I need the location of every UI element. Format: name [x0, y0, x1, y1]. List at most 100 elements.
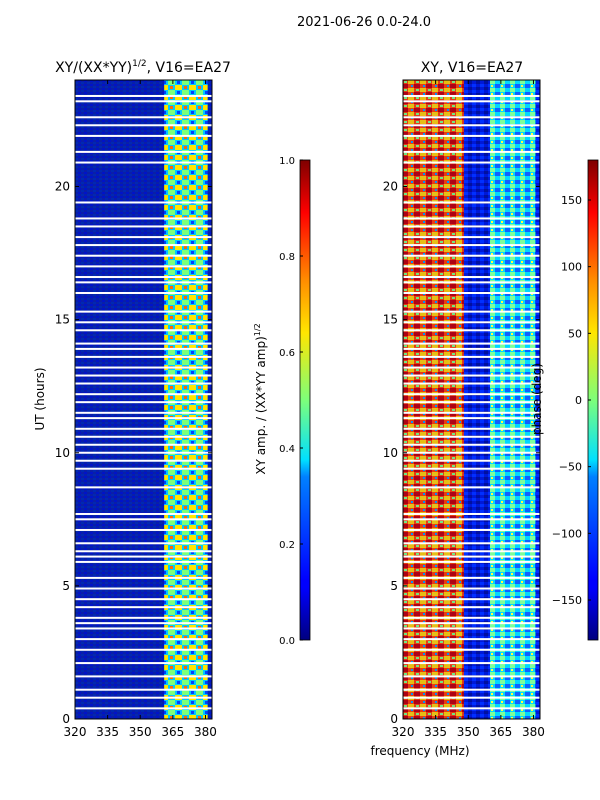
left-flagged-row [75, 417, 212, 420]
left-flagged-row [75, 467, 212, 470]
right-colorbar-tick-label: −100 [552, 527, 582, 540]
left-flagged-rows [75, 94, 212, 710]
left-flagged-row [75, 236, 212, 239]
right-colorbar-tick-label: 0 [575, 394, 582, 407]
right-x-tick-label: 365 [489, 725, 512, 739]
right-flagged-row [403, 329, 540, 332]
left-flagged-row [75, 342, 212, 345]
left-y-axis-label: UT (hours) [33, 367, 47, 430]
right-y-tick-label: 20 [383, 180, 398, 194]
figure-suptitle: 2021-06-26 0.0-24.0 [297, 15, 431, 30]
right-flagged-row [403, 512, 540, 515]
right-flagged-row [403, 486, 540, 489]
left-flagged-row [75, 217, 212, 220]
left-flagged-row [75, 622, 212, 625]
right-y-tick-label: 10 [383, 446, 398, 460]
right-flagged-row [403, 116, 540, 119]
right-colorbar-tick-label: −150 [552, 594, 582, 607]
right-flagged-row [403, 622, 540, 625]
right-flagged-row [403, 576, 540, 579]
right-x-tick-label: 350 [457, 725, 480, 739]
right-flagged-row [403, 555, 540, 558]
left-flagged-row [75, 124, 212, 127]
left-panel: XY/(XX*YY)1/2, V16=EA27 320 335 350 365 380 … [33, 59, 231, 739]
right-flagged-row [403, 254, 540, 257]
left-flagged-row [75, 512, 212, 515]
left-flagged-row [75, 244, 212, 247]
left-flagged-row [75, 276, 212, 279]
right-flagged-row [403, 150, 540, 153]
right-flagged-row [403, 411, 540, 414]
right-heatmap-band-high [489, 80, 536, 719]
right-y-tick-label: 0 [390, 712, 398, 726]
left-flagged-row [75, 459, 212, 462]
right-flagged-row [403, 292, 540, 294]
left-colorbar: 0.0 0.2 0.4 0.6 0.8 1.0 XY amp. / (XX*YY amp)… [253, 156, 311, 647]
left-flagged-row [75, 542, 212, 545]
left-flagged-row [75, 451, 212, 454]
right-colorbar-tick-label: −50 [559, 461, 582, 474]
right-y-tick-label: 5 [390, 579, 398, 593]
left-flagged-row [75, 321, 212, 324]
left-colorbar-tick-label: 0.8 [279, 252, 295, 263]
right-x-tick-label: 380 [522, 725, 545, 739]
left-flagged-row [75, 587, 212, 590]
left-flagged-row [75, 94, 212, 97]
right-flagged-row [403, 528, 540, 531]
left-panel-title: XY/(XX*YY)1/2, V16=EA27 [55, 59, 231, 76]
right-flagged-row [403, 550, 540, 553]
right-flagged-row [403, 401, 540, 404]
right-flagged-row [403, 417, 540, 420]
left-colorbar-gradient [299, 159, 311, 641]
left-flagged-row [75, 310, 212, 313]
right-flagged-row [403, 696, 540, 699]
right-flagged-row [403, 662, 540, 665]
left-flagged-row [75, 560, 212, 563]
left-flagged-row [75, 427, 212, 430]
left-flagged-row [75, 134, 212, 137]
right-heatmap-frame [402, 79, 541, 720]
right-colorbar-tick-label: 100 [561, 261, 582, 274]
right-flagged-row [403, 467, 540, 470]
left-flagged-row [75, 435, 212, 438]
right-flagged-row [403, 443, 540, 446]
left-flagged-row [75, 662, 212, 665]
right-flagged-row [403, 606, 540, 609]
left-flagged-row [75, 576, 212, 579]
left-flagged-row [75, 411, 212, 414]
right-flagged-row [403, 393, 540, 396]
left-x-tick-label: 335 [96, 725, 119, 739]
left-flagged-row [75, 161, 212, 164]
left-flagged-row [75, 443, 212, 446]
left-flagged-row [75, 638, 212, 641]
right-flagged-row [403, 707, 540, 710]
left-colorbar-ticks: 0.0 0.2 0.4 0.6 0.8 1.0 [279, 156, 303, 647]
right-flagged-row [403, 598, 540, 601]
left-flagged-row [75, 648, 212, 651]
left-flagged-row [75, 292, 212, 294]
right-colorbar-tick-label: 50 [568, 327, 582, 340]
right-flagged-row [403, 100, 540, 103]
right-flagged-row [403, 374, 540, 377]
left-y-tick-label: 5 [62, 579, 70, 593]
right-flagged-row [403, 321, 540, 324]
left-flagged-row [75, 150, 212, 153]
right-flagged-row [403, 355, 540, 358]
x-axis-label: frequency (MHz) [370, 744, 469, 758]
right-flagged-row [403, 648, 540, 651]
left-flagged-row [75, 486, 212, 489]
right-colorbar-label: phase (deg) [530, 363, 544, 435]
left-flagged-row [75, 550, 212, 553]
right-flagged-row [403, 342, 540, 345]
left-y-tick-label: 20 [55, 180, 70, 194]
right-panel: XY, V16=EA27 320 335 350 365 380 0 5 10 15 20 [383, 60, 545, 739]
left-flagged-row [75, 374, 212, 377]
right-colorbar-tick-label: 150 [561, 194, 582, 207]
right-flagged-row [403, 276, 540, 279]
left-x-ticks: 320 335 350 365 380 [64, 80, 217, 739]
right-flagged-row [403, 217, 540, 220]
right-flagged-row [403, 427, 540, 430]
left-x-tick-label: 365 [161, 725, 184, 739]
right-flagged-row [403, 382, 540, 385]
right-y-ticks: 0 5 10 15 20 [383, 180, 540, 726]
